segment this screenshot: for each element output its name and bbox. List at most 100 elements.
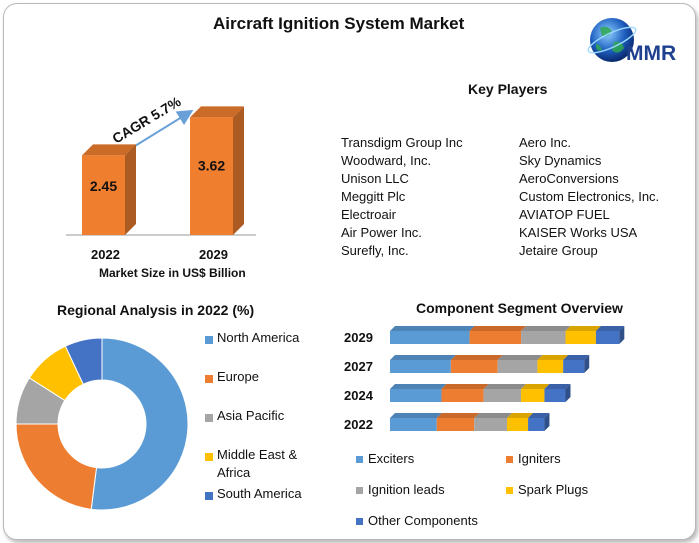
component-bar-side	[619, 326, 625, 344]
component-segment	[483, 389, 522, 402]
component-seg-top	[450, 355, 503, 360]
component-year-label: 2027	[344, 359, 373, 374]
legend-label: Ignition leads	[368, 482, 445, 497]
legend-swatch	[205, 375, 213, 383]
market-bar-value: 2.45	[90, 178, 117, 194]
legend-label: Middle East & Africa	[217, 447, 298, 480]
legend-label: Igniters	[518, 451, 561, 466]
component-segment	[563, 360, 585, 373]
donut-slice	[15, 423, 98, 510]
market-bar-value: 3.62	[198, 157, 225, 173]
market-size-caption: Market Size in US$ Billion	[99, 266, 246, 280]
donut-slice	[64, 337, 103, 385]
key-player-item: Air Power Inc.	[341, 225, 422, 240]
component-year-label: 2029	[344, 330, 373, 345]
component-seg-top	[595, 326, 625, 331]
key-player-item: Woodward, Inc.	[341, 153, 432, 168]
market-bar-top	[190, 106, 244, 118]
legend-swatch	[205, 336, 213, 344]
key-player-item: AeroConversions	[519, 171, 619, 186]
component-bar-side	[544, 413, 550, 431]
component-segment	[390, 418, 437, 431]
legend-swatch	[356, 456, 363, 463]
component-segment	[544, 389, 566, 402]
component-segment	[441, 389, 484, 402]
component-segment	[390, 331, 470, 344]
regional-donut-chart	[15, 337, 189, 511]
market-bar-top	[82, 144, 136, 156]
legend-label: Europe	[217, 369, 259, 384]
key-player-item: AVIATOP FUEL	[519, 207, 610, 222]
key-player-item: Electroair	[341, 207, 396, 222]
component-seg-top	[497, 355, 543, 360]
legend-label: Asia Pacific	[217, 408, 285, 423]
component-seg-top	[390, 384, 447, 389]
key-player-item: Surefly, Inc.	[341, 243, 409, 258]
legend-label: Other Components	[368, 513, 478, 528]
market-bar-year: 2029	[199, 247, 228, 262]
component-segment	[521, 389, 545, 402]
key-player-item: Custom Electronics, Inc.	[519, 189, 660, 204]
component-seg-top	[469, 326, 527, 331]
key-player-item: Transdigm Group Inc	[341, 135, 463, 150]
globe-icon: MMR	[587, 18, 676, 65]
market-bar-side	[233, 106, 244, 235]
market-bar	[190, 117, 233, 235]
key-player-item: KAISER Works USA	[519, 225, 638, 240]
key-player-item: Unison LLC	[341, 171, 409, 186]
legend-label: South America	[217, 486, 302, 501]
component-segment	[497, 360, 538, 373]
legend-swatch	[506, 487, 513, 494]
mmr-logo: MMR	[586, 12, 690, 70]
component-seg-top	[563, 355, 590, 360]
legend-swatch	[356, 487, 363, 494]
market-bar	[82, 155, 125, 235]
component-segment	[390, 360, 451, 373]
component-bar-side	[565, 384, 571, 402]
component-stacked-chart: 2029 2027 2024 2022	[344, 326, 625, 432]
page-title: Aircraft Ignition System Market	[213, 14, 465, 33]
key-players-col1: Transdigm Group Inc Woodward, Inc. Unison …	[341, 134, 463, 260]
logo-text: MMR	[626, 42, 676, 65]
regional-title: Regional Analysis in 2022 (%)	[57, 302, 255, 318]
component-seg-top	[528, 413, 550, 418]
component-seg-top	[521, 326, 571, 331]
component-bar-side	[584, 355, 590, 373]
component-segment	[537, 360, 564, 373]
component-segment	[436, 418, 475, 431]
legend-swatch	[205, 453, 213, 461]
key-players-col2: Aero Inc. Sky Dynamics AeroConversions Cust…	[519, 134, 659, 260]
component-title: Component Segment Overview	[416, 300, 623, 316]
market-bar-year: 2022	[91, 247, 120, 262]
key-player-item: Sky Dynamics	[519, 153, 602, 168]
legend-swatch	[205, 492, 213, 500]
component-segment	[474, 418, 507, 431]
component-segment	[450, 360, 498, 373]
legend-label: North America	[217, 330, 300, 345]
component-seg-top	[544, 384, 571, 389]
legend-label: Spark Plugs	[518, 482, 589, 497]
component-segment	[595, 331, 620, 344]
component-segment	[469, 331, 522, 344]
component-seg-top	[390, 326, 475, 331]
legend-label: Exciters	[368, 451, 415, 466]
component-seg-top	[474, 413, 512, 418]
component-segment	[528, 418, 545, 431]
component-seg-top	[441, 384, 489, 389]
legend-swatch	[356, 518, 363, 525]
component-segment	[565, 331, 596, 344]
component-segment	[507, 418, 529, 431]
component-year-label: 2024	[344, 388, 374, 403]
component-seg-top	[537, 355, 569, 360]
key-player-item: Meggitt Plc	[341, 189, 406, 204]
market-bar-side	[125, 144, 136, 235]
donut-slice	[90, 337, 189, 511]
component-segment	[390, 389, 442, 402]
component-year-label: 2022	[344, 417, 373, 432]
component-seg-top	[507, 413, 534, 418]
component-seg-top	[521, 384, 550, 389]
key-player-item: Jetaire Group	[519, 243, 598, 258]
component-seg-top	[390, 355, 456, 360]
component-segment	[521, 331, 566, 344]
